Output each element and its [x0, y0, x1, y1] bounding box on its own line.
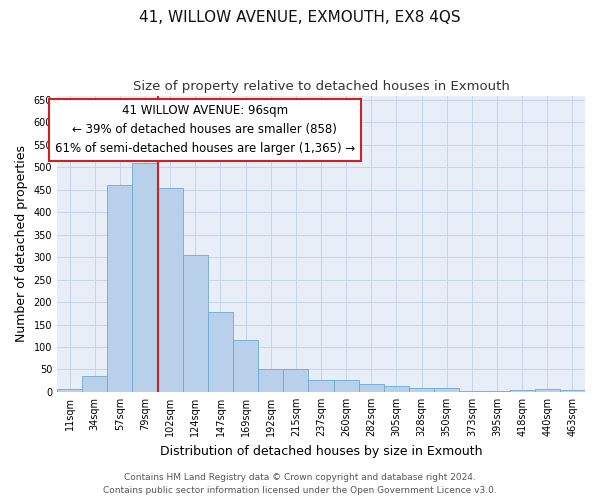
Bar: [183, 255, 208, 392]
Bar: [384, 386, 409, 392]
Bar: [560, 390, 585, 392]
Bar: [258, 370, 283, 392]
Bar: [133, 163, 158, 392]
Bar: [158, 188, 183, 392]
Bar: [434, 388, 459, 392]
Bar: [535, 389, 560, 392]
Bar: [233, 340, 258, 392]
Bar: [308, 380, 334, 392]
Text: 41 WILLOW AVENUE: 96sqm
← 39% of detached houses are smaller (858)
61% of semi-d: 41 WILLOW AVENUE: 96sqm ← 39% of detache…: [55, 104, 355, 156]
Text: Contains HM Land Registry data © Crown copyright and database right 2024.
Contai: Contains HM Land Registry data © Crown c…: [103, 474, 497, 495]
Title: Size of property relative to detached houses in Exmouth: Size of property relative to detached ho…: [133, 80, 509, 93]
Bar: [107, 186, 133, 392]
Bar: [509, 390, 535, 392]
Y-axis label: Number of detached properties: Number of detached properties: [15, 145, 28, 342]
Bar: [334, 380, 359, 392]
Text: 41, WILLOW AVENUE, EXMOUTH, EX8 4QS: 41, WILLOW AVENUE, EXMOUTH, EX8 4QS: [139, 10, 461, 25]
Bar: [359, 384, 384, 392]
Bar: [459, 391, 484, 392]
Bar: [57, 389, 82, 392]
Bar: [484, 391, 509, 392]
Bar: [409, 388, 434, 392]
Bar: [283, 370, 308, 392]
X-axis label: Distribution of detached houses by size in Exmouth: Distribution of detached houses by size …: [160, 444, 482, 458]
Bar: [82, 376, 107, 392]
Bar: [208, 312, 233, 392]
